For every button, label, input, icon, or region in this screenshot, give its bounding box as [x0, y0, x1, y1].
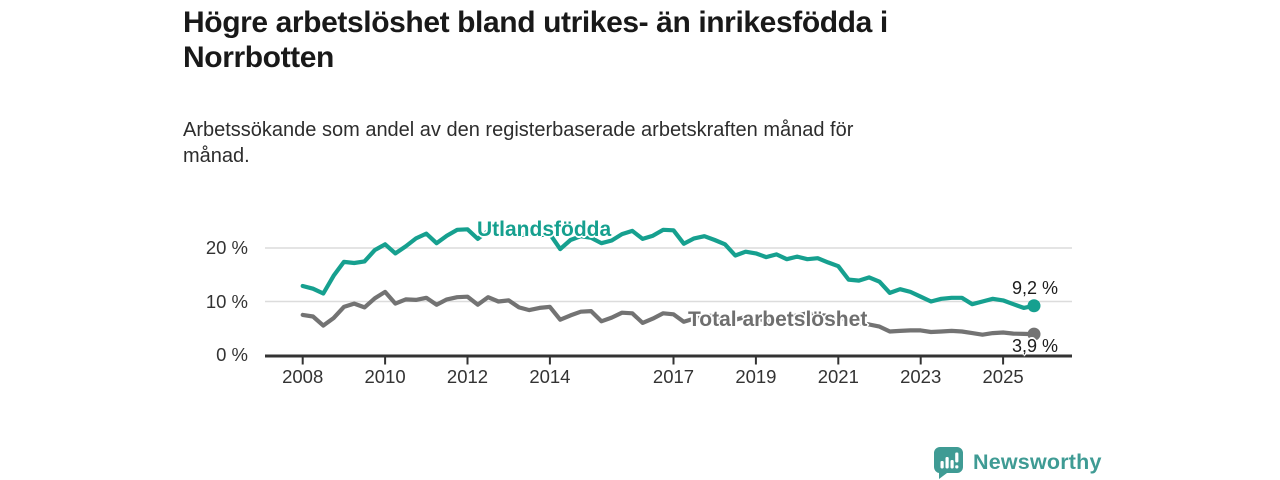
- x-axis-tick-label: 2023: [900, 366, 942, 387]
- series-label-utlandsfodda: Utlandsfödda: [477, 218, 612, 241]
- series-line: [300, 289, 1037, 337]
- series-label-total-arbetsloshet: Total arbetslöshet: [688, 308, 868, 331]
- series-line: [300, 226, 1037, 310]
- subtitle-line-1: Arbetssökande som andel av den registerb…: [183, 119, 854, 141]
- series-end-dot: [1027, 299, 1041, 313]
- newsworthy-logo-icon: [932, 446, 964, 479]
- y-axis-label-20: 20 %: [205, 237, 248, 258]
- x-axis-tick-label: 2008: [282, 366, 324, 387]
- newsworthy-branding: Newsworthy: [932, 446, 1102, 479]
- title-line-1: Högre arbetslöshet bland utrikes- än inr…: [183, 6, 888, 39]
- page-title: Högre arbetslöshet bland utrikes- än inr…: [183, 6, 1043, 76]
- x-axis-tick-label: 2012: [446, 366, 489, 387]
- x-axis-tick-label: 2017: [652, 366, 695, 387]
- x-axis-tick-label: 2014: [529, 366, 571, 387]
- x-axis-tick-label: 2025: [982, 366, 1024, 387]
- end-value-label-total: 3,9 %: [1011, 336, 1058, 356]
- subtitle-line-2: månad.: [183, 145, 250, 168]
- x-axis-tick-label: 2019: [735, 366, 777, 387]
- y-axis-label-0: 0 %: [216, 344, 248, 365]
- series-end-dot: [1027, 327, 1041, 341]
- end-value-label-utlandsfodda: 9,2 %: [1011, 278, 1058, 298]
- title-line-2: Norrbotten: [183, 40, 334, 74]
- x-axis-tick-label: 2021: [817, 366, 859, 387]
- y-axis-label-10: 10 %: [205, 291, 248, 312]
- newsworthy-wordmark: Newsworthy: [973, 450, 1102, 474]
- x-axis-tick-label: 2010: [364, 366, 406, 387]
- chart-subtitle: Arbetssökande som andel av den registerb…: [183, 117, 1063, 170]
